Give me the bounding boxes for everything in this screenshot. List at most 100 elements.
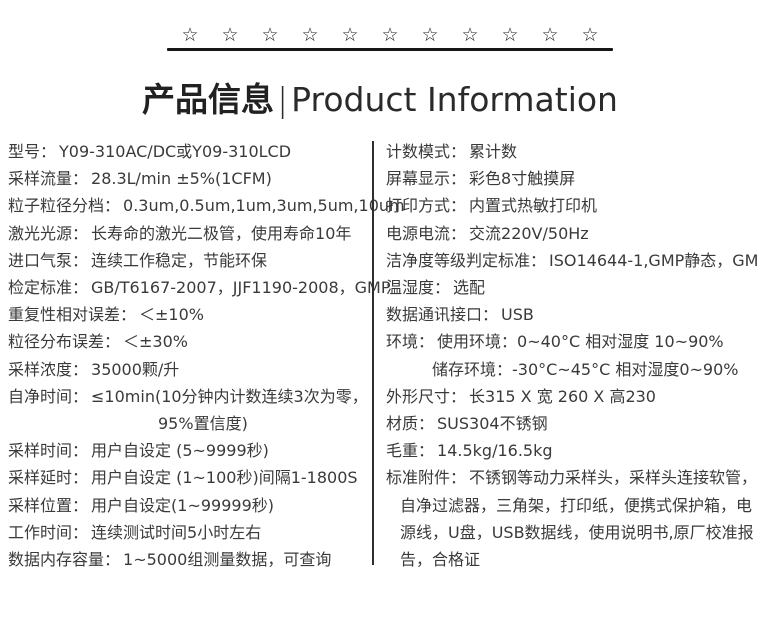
spec-label: 温湿度： <box>386 278 451 298</box>
spec-value: 累计数 <box>469 142 518 161</box>
column-divider-line <box>372 141 374 566</box>
spec-row: 标准附件： 不锈钢等动力采样头，采样头连接软管， <box>386 464 760 491</box>
spec-value: 用户自设定(1~99999秒) <box>91 495 274 515</box>
spec-row: 电源电流： 交流220V/50Hz <box>386 220 760 247</box>
spec-row: 数据内存容量： 1~5000组测量数据，可查询 <box>8 546 364 573</box>
spec-row: 激光光源： 长寿命的激光二极管，使用寿命10年 <box>8 220 364 247</box>
spec-row: 重复性相对误差： ＜±10% <box>8 301 364 328</box>
spec-value: 不锈钢等动力采样头，采样头连接软管， <box>469 468 758 488</box>
spec-value: ≤10min(10分钟内计数连续3次为零， <box>91 386 368 406</box>
spec-row: 采样流量： 28.3L/min ±5%(1CFM) <box>8 165 364 192</box>
spec-label: 采样延时： <box>8 468 89 488</box>
spec-row: 检定标准： GB/T6167-2007，JJF1190-2008，GMP <box>8 274 390 301</box>
spec-row: 型号： Y09-310AC/DC或Y09-310LCD <box>8 138 364 165</box>
spec-value: 长315 X 宽 260 X 高230 <box>469 386 656 406</box>
star-icon: ☆ <box>501 24 519 46</box>
star-icon: ☆ <box>341 24 359 46</box>
spec-row: 打印方式： 内置式热敏打印机 <box>386 192 760 219</box>
spec-row: 采样延时： 用户自设定 (1~100秒)间隔1-1800S <box>8 464 364 491</box>
spec-value: 用户自设定 (1~100秒)间隔1-1800S <box>91 468 358 488</box>
page-title: 产品信息|Product Information <box>0 79 760 121</box>
spec-row: 自净时间： ≤10min(10分钟内计数连续3次为零， <box>8 383 368 410</box>
spec-label: 毛重： <box>386 441 435 461</box>
spec-row: 洁净度等级判定标准：ISO14644-1,GMP静态，GMP动态 <box>386 247 760 274</box>
spec-label: 屏幕显示： <box>386 169 467 189</box>
spec-row: 采样位置： 用户自设定(1~99999秒) <box>8 492 364 519</box>
spec-value: 28.3L/min ±5%(1CFM) <box>91 169 272 189</box>
star-icon: ☆ <box>581 24 599 46</box>
spec-continuation-line: 自净过滤器，三角架，打印纸，便携式保护箱，电 <box>400 495 753 515</box>
spec-row: 采样时间： 用户自设定 (5~9999秒) <box>8 437 364 464</box>
spec-row: 温湿度： 选配 <box>386 274 760 301</box>
page-title-en: Product Information <box>291 80 618 119</box>
spec-value: 连续工作稳定，节能环保 <box>91 250 268 270</box>
spec-value: ＜±10% <box>139 305 204 325</box>
spec-label: 采样浓度： <box>8 359 89 379</box>
spec-label: 外形尺寸： <box>386 386 467 406</box>
spec-row: 工作时间： 连续测试时间5小时左右 <box>8 519 364 546</box>
star-icon: ☆ <box>181 24 199 46</box>
star-icon: ☆ <box>461 24 479 46</box>
spec-continuation-line: 储存环境：-30°C~45°C 相对湿度0~90% <box>432 359 739 379</box>
spec-label: 计数模式： <box>386 142 467 161</box>
spec-value: 0.3um,0.5um,1um,3um,5um,10um <box>123 196 405 216</box>
star-divider-row: ☆ ☆ ☆ ☆ ☆ ☆ ☆ ☆ ☆ ☆ ☆ <box>10 0 760 45</box>
spec-value: 连续测试时间5小时左右 <box>91 522 262 542</box>
spec-row: 外形尺寸： 长315 X 宽 260 X 高230 <box>386 383 760 410</box>
spec-value: 选配 <box>453 278 486 298</box>
spec-label: 数据内存容量： <box>8 550 121 570</box>
spec-column-right: 计数模式： 累计数 屏幕显示： 彩色8寸触摸屏 打印方式： 内置式热敏打印机 电源电流： 交流… <box>374 138 760 573</box>
spec-row: 粒径分布误差： ＜±30% <box>8 328 364 355</box>
spec-value: 使用环境：0~40°C 相对湿度 10~90% <box>437 332 724 352</box>
spec-row: 数据通讯接口： USB <box>386 301 760 328</box>
spec-row: 材质： SUS304不锈钢 <box>386 410 760 437</box>
star-icon: ☆ <box>381 24 399 46</box>
spec-label: 粒径分布误差： <box>8 332 121 352</box>
spec-label: 进口气泵： <box>8 250 89 270</box>
star-icon: ☆ <box>541 24 559 46</box>
spec-column-left: 型号： Y09-310AC/DC或Y09-310LCD 采样流量： 28.3L/min… <box>0 138 405 573</box>
spec-value: ＜±30% <box>123 332 188 352</box>
spec-label: 环境： <box>386 332 435 352</box>
spec-row: 采样浓度： 35000颗/升 <box>8 356 364 383</box>
spec-value: SUS304不锈钢 <box>437 414 548 434</box>
spec-label: 材质： <box>386 414 435 434</box>
spec-label: 激光光源： <box>8 223 89 243</box>
spec-label: 标准附件： <box>386 468 467 488</box>
spec-value: 用户自设定 (5~9999秒) <box>91 441 269 461</box>
spec-value: 彩色8寸触摸屏 <box>469 169 576 189</box>
spec-value: 14.5kg/16.5kg <box>437 441 553 461</box>
spec-row: 屏幕显示： 彩色8寸触摸屏 <box>386 165 760 192</box>
page-title-separator: | <box>277 80 289 119</box>
spec-value: Y09-310AC/DC或Y09-310LCD <box>59 142 292 161</box>
header-rule-line <box>167 48 613 51</box>
spec-value: GB/T6167-2007，JJF1190-2008，GMP <box>91 278 391 298</box>
spec-value: ISO14644-1,GMP静态，GMP动态 <box>549 250 760 270</box>
spec-label: 采样时间： <box>8 441 89 461</box>
spec-label: 电源电流： <box>386 223 467 243</box>
spec-value: 交流220V/50Hz <box>469 223 589 243</box>
star-icon: ☆ <box>221 24 239 46</box>
spec-label: 洁净度等级判定标准： <box>386 250 547 270</box>
spec-value: 1~5000组测量数据，可查询 <box>123 550 332 570</box>
spec-label: 检定标准： <box>8 278 89 298</box>
star-icon: ☆ <box>421 24 439 46</box>
spec-value: 35000颗/升 <box>91 359 180 379</box>
spec-continuation-line: 95%置信度) <box>158 414 248 434</box>
spec-columns: 型号： Y09-310AC/DC或Y09-310LCD 采样流量： 28.3L/min… <box>0 138 760 573</box>
spec-label: 工作时间： <box>8 522 89 542</box>
spec-continuation-line: 告，合格证 <box>400 550 481 570</box>
spec-row: 毛重： 14.5kg/16.5kg <box>386 437 760 464</box>
star-icon: ☆ <box>301 24 319 46</box>
star-icon: ☆ <box>261 24 279 46</box>
spec-row: 环境： 使用环境：0~40°C 相对湿度 10~90% <box>386 328 760 355</box>
spec-label: 采样位置： <box>8 495 89 515</box>
spec-row: 粒子粒径分档： 0.3um,0.5um,1um,3um,5um,10um <box>8 192 405 219</box>
spec-label: 打印方式： <box>386 196 467 216</box>
spec-continuation-line: 源线，U盘，USB数据线，使用说明书,原厂校准报 <box>400 522 754 542</box>
spec-label: 自净时间： <box>8 386 89 406</box>
spec-value: 长寿命的激光二极管，使用寿命10年 <box>91 223 352 243</box>
spec-value: 内置式热敏打印机 <box>469 196 598 216</box>
page-title-cn: 产品信息 <box>142 80 275 119</box>
